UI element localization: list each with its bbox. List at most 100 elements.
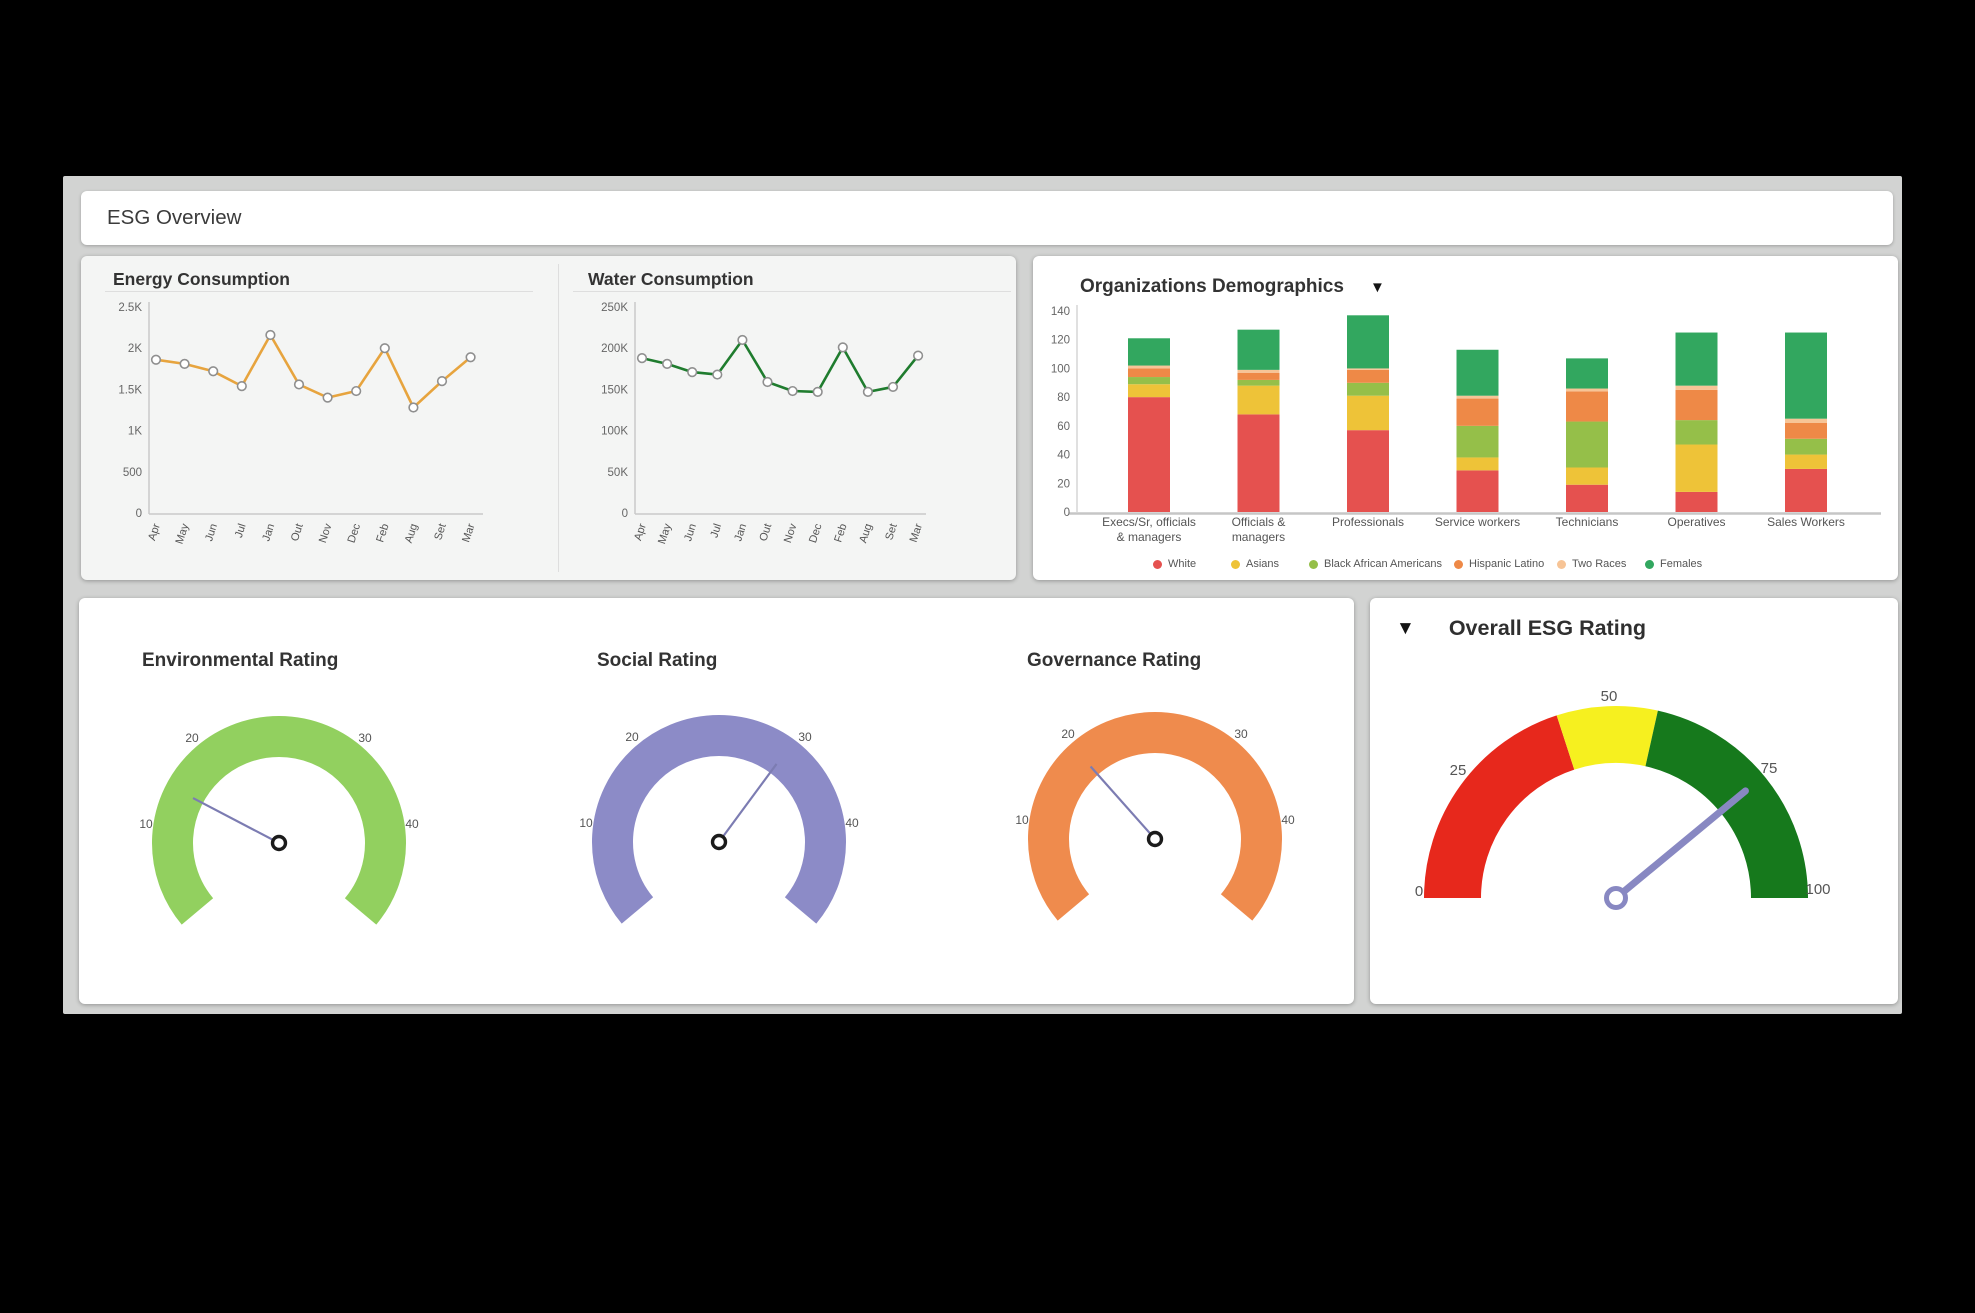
gauge-pivot	[270, 834, 288, 852]
gauge-tick-label: 10	[579, 816, 593, 830]
bar-segment[interactable]	[1785, 454, 1827, 469]
gauge-tick-label: 30	[798, 730, 812, 744]
bar-segment[interactable]	[1237, 372, 1280, 380]
bar-segment[interactable]	[1128, 377, 1170, 385]
bar-segment[interactable]	[1347, 369, 1389, 383]
data-point-marker	[712, 369, 723, 380]
legend-item[interactable]: Two Races	[1557, 558, 1626, 570]
dashboard: ESG Overview Energy Consumption Water Co…	[63, 176, 1902, 1014]
x-tick-label: Jun	[682, 522, 699, 543]
data-point-marker	[408, 402, 419, 413]
bar-segment[interactable]	[1128, 397, 1170, 512]
bar-segment[interactable]	[1347, 430, 1389, 512]
bar-segment[interactable]	[1347, 395, 1389, 431]
bar-segment[interactable]	[1128, 384, 1170, 398]
data-point-marker	[465, 352, 476, 363]
overall-esg-title: Overall ESG Rating	[1448, 616, 1646, 640]
bar-segment[interactable]	[1237, 369, 1280, 373]
bar-segment[interactable]	[1566, 388, 1608, 392]
bar-segment[interactable]	[1566, 358, 1608, 389]
bar-segment[interactable]	[1237, 385, 1280, 415]
gauge-tick-label: 75	[1761, 760, 1778, 777]
bar-segment[interactable]	[1785, 418, 1827, 423]
category-label: Technicians	[1556, 515, 1619, 529]
bar-segment[interactable]	[1237, 414, 1280, 512]
bar-segment[interactable]	[1128, 338, 1170, 366]
social-rating-title: Social Rating	[597, 650, 718, 671]
legend-dot-icon	[1557, 559, 1566, 569]
legend-item[interactable]: Asians	[1231, 558, 1279, 570]
gauge-pivot	[710, 833, 728, 851]
bar-segment[interactable]	[1785, 438, 1827, 455]
legend-label: Asians	[1246, 558, 1280, 570]
environmental-gauge-arc	[152, 716, 406, 925]
x-tick-label: Jan	[260, 522, 277, 543]
chevron-down-icon[interactable]: ▼	[1396, 618, 1415, 639]
page-header: ESG Overview	[81, 191, 1893, 245]
overall-gauge-segment	[1556, 706, 1658, 770]
legend-item[interactable]: Hispanic Latino	[1454, 558, 1544, 570]
legend-label: Black African Americans	[1324, 558, 1442, 570]
bar-segment[interactable]	[1456, 395, 1499, 399]
bar-segment[interactable]	[1347, 315, 1389, 369]
bar-segment[interactable]	[1456, 457, 1499, 471]
data-point-marker	[636, 352, 648, 364]
bar-segment[interactable]	[1566, 484, 1608, 512]
bar-segment[interactable]	[1675, 491, 1718, 512]
bar-segment[interactable]	[1347, 382, 1389, 396]
bar-segment[interactable]	[1456, 349, 1499, 396]
bar-segment[interactable]	[1785, 332, 1827, 419]
data-point-marker	[179, 358, 190, 369]
gauge-tick-label: 40	[1281, 813, 1295, 827]
bar-segment[interactable]	[1347, 368, 1389, 370]
data-point-marker	[887, 381, 899, 393]
x-tick-label: Apr	[146, 522, 163, 542]
environmental-rating-title: Environmental Rating	[142, 650, 339, 671]
gauge-tick-label: 10	[139, 817, 153, 831]
data-point-marker	[912, 350, 924, 361]
legend-item[interactable]: White	[1153, 558, 1196, 570]
y-tick-label: 150K	[601, 384, 628, 396]
x-tick-label: Dec	[807, 522, 825, 545]
legend-item[interactable]: Females	[1645, 558, 1702, 570]
bar-segment[interactable]	[1566, 391, 1608, 422]
bar-segment[interactable]	[1675, 444, 1718, 492]
x-tick-label: Out	[289, 522, 306, 543]
legend-dot-icon	[1309, 559, 1318, 569]
x-tick-label: Jul	[233, 522, 249, 539]
chart-legend: White Asians Black African Americans Hispan…	[1033, 558, 1898, 578]
data-point-marker	[236, 381, 247, 392]
bar-segment[interactable]	[1785, 422, 1827, 439]
bar-segment[interactable]	[1456, 470, 1499, 512]
y-tick-label: 1K	[128, 426, 142, 438]
bar-segment[interactable]	[1456, 398, 1499, 426]
data-point-marker	[322, 392, 333, 403]
bar-segment[interactable]	[1237, 329, 1280, 370]
bar-segment[interactable]	[1237, 379, 1280, 386]
bar-segment[interactable]	[1456, 425, 1499, 458]
data-point-marker	[812, 386, 823, 397]
bar-segment[interactable]	[1128, 368, 1170, 378]
bar-segment[interactable]	[1675, 420, 1718, 445]
x-tick-label: Set	[432, 522, 449, 541]
overall-esg-gauge: 0 25 50 75 100	[1415, 688, 1831, 910]
water-chart-title: Water Consumption	[588, 269, 754, 289]
demographics-title: Organizations Demographics	[1080, 276, 1344, 297]
bar-segment[interactable]	[1128, 365, 1170, 369]
y-tick-label: 60	[1057, 421, 1070, 433]
bar-segment[interactable]	[1566, 421, 1608, 468]
governance-rating-title: Governance Rating	[1027, 650, 1202, 671]
legend-item[interactable]: Black African Americans	[1309, 558, 1442, 570]
data-point-marker	[379, 343, 390, 354]
bar-segment[interactable]	[1675, 385, 1718, 390]
x-tick-label: Dec	[346, 522, 364, 545]
bar-segment[interactable]	[1675, 389, 1718, 421]
rating-gauges: 10 20 30 40 10 20 30 40 10 20 30 40	[139, 712, 1295, 925]
legend-label: White	[1168, 558, 1197, 570]
chevron-down-icon[interactable]: ▼	[1369, 278, 1385, 296]
bar-segment[interactable]	[1785, 468, 1827, 512]
bar-segment[interactable]	[1675, 332, 1718, 386]
bar-segment[interactable]	[1566, 467, 1608, 485]
environmental-gauge-needle	[192, 797, 280, 844]
data-point-marker	[787, 385, 798, 397]
